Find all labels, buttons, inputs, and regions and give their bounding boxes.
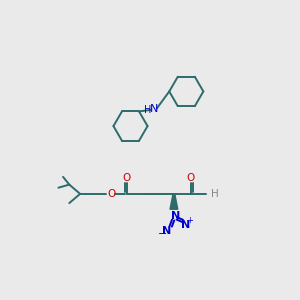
Text: H: H	[211, 189, 219, 199]
Text: O: O	[122, 173, 131, 184]
Text: H: H	[144, 105, 151, 115]
Text: N: N	[162, 226, 172, 236]
Text: N: N	[181, 220, 190, 230]
Text: O: O	[107, 189, 115, 199]
Text: N: N	[150, 104, 158, 114]
Polygon shape	[170, 195, 178, 209]
Text: N: N	[171, 211, 180, 221]
Text: O: O	[187, 173, 195, 184]
Text: +: +	[186, 216, 193, 225]
Text: −: −	[158, 229, 167, 239]
